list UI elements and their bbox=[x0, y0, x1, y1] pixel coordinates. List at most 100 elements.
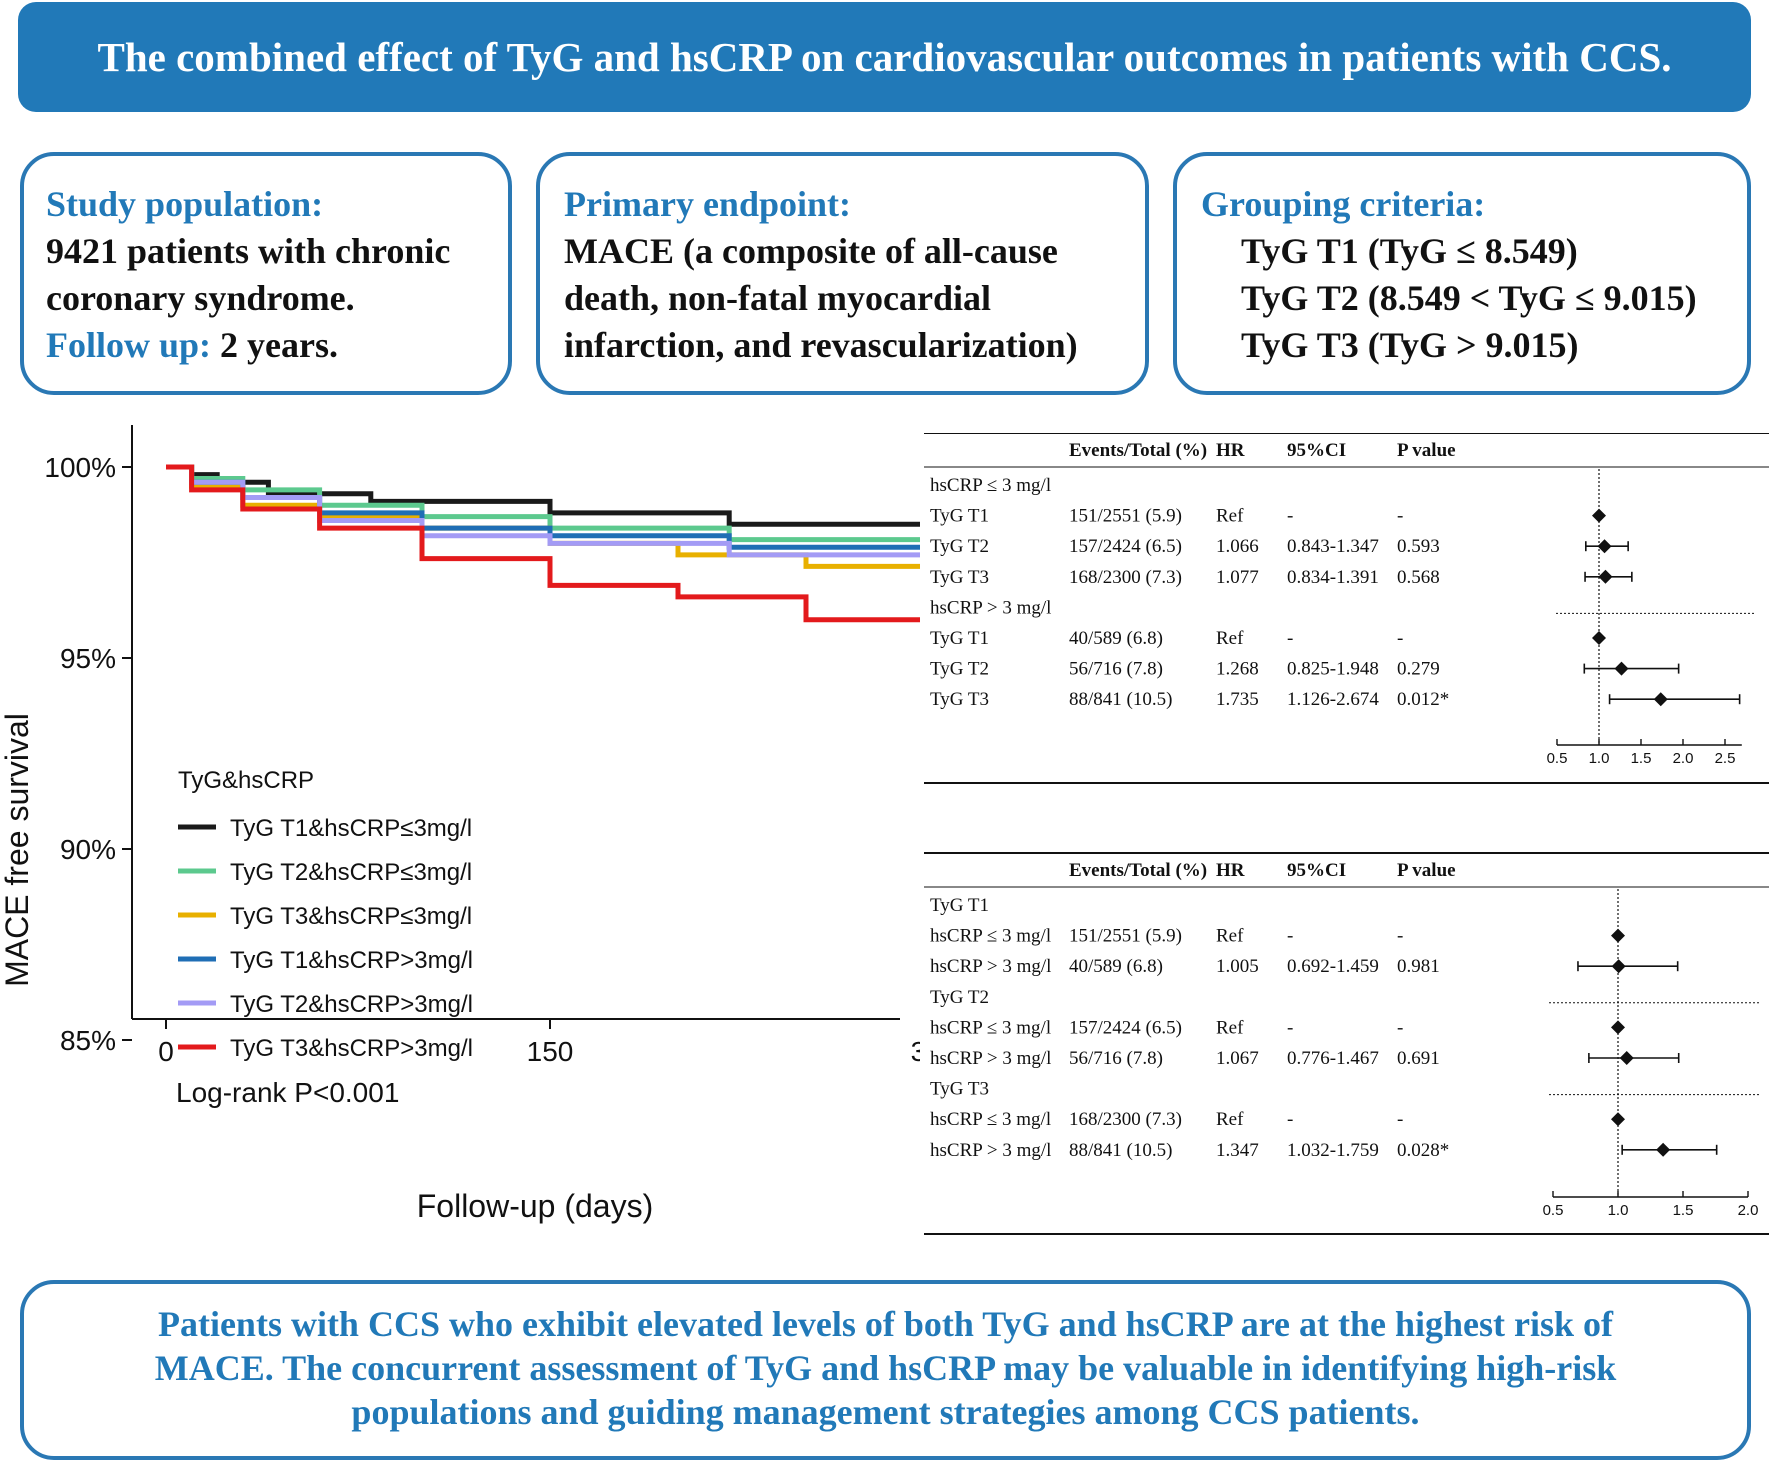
row-label: TyG T1 bbox=[930, 628, 989, 649]
km-legend-label: TyG T2&hsCRP≤3mg/l bbox=[230, 859, 472, 886]
hr-diamond bbox=[1619, 1051, 1634, 1065]
row-hr: Ref bbox=[1216, 628, 1244, 649]
row-hr: 1.066 bbox=[1216, 536, 1259, 557]
row-events: 88/841 (10.5) bbox=[1069, 689, 1172, 710]
conclusion-line3: populations and guiding management strat… bbox=[351, 1392, 1420, 1432]
row-label: hsCRP ≤ 3 mg/l bbox=[930, 475, 1051, 496]
forest-x-tick-label: 2.0 bbox=[1738, 1202, 1759, 1219]
km-legend-label: TyG T3&hsCRP≤3mg/l bbox=[230, 903, 472, 930]
primary-endpoint-box: Primary endpoint: MACE (a composite of a… bbox=[536, 152, 1149, 395]
forest-table-by-hscrp: Events/Total (%) HR 95%CI P value hsCRP ≤ 3 … bbox=[924, 433, 1769, 784]
row-hr: 1.077 bbox=[1216, 567, 1259, 588]
col-header-hr: HR bbox=[1216, 440, 1245, 461]
row-events: 157/2424 (6.5) bbox=[1069, 536, 1182, 557]
follow-up-value: 2 years. bbox=[211, 325, 338, 365]
row-events: 157/2424 (6.5) bbox=[1069, 1017, 1182, 1038]
row-ci: 0.834-1.391 bbox=[1287, 567, 1379, 588]
row-label: hsCRP > 3 mg/l bbox=[930, 956, 1051, 977]
follow-up-line: Follow up: 2 years. bbox=[46, 322, 488, 369]
km-x-tick-label: 300 bbox=[911, 1036, 920, 1067]
row-hr: 1.347 bbox=[1216, 1140, 1259, 1161]
row-events: 168/2300 (7.3) bbox=[1069, 567, 1182, 588]
forest-x-tick-label: 1.0 bbox=[1589, 750, 1610, 767]
row-events: 56/716 (7.8) bbox=[1069, 659, 1163, 680]
hr-diamond bbox=[1611, 928, 1625, 943]
row-p: - bbox=[1397, 1017, 1403, 1038]
hr-diamond bbox=[1611, 959, 1626, 974]
row-label: hsCRP ≤ 3 mg/l bbox=[930, 1017, 1051, 1038]
km-series-line bbox=[166, 464, 920, 623]
km-y-tick-label: 100% bbox=[44, 452, 116, 483]
row-p: - bbox=[1397, 506, 1403, 527]
km-y-axis-label: MACE free survival bbox=[0, 713, 35, 987]
col-header-p: P value bbox=[1397, 440, 1456, 461]
row-ci: 1.126-2.674 bbox=[1287, 689, 1379, 710]
hr-diamond bbox=[1656, 1142, 1671, 1157]
km-legend-title: TyG&hsCRP bbox=[178, 767, 314, 794]
conclusion-box: Patients with CCS who exhibit elevated l… bbox=[20, 1280, 1751, 1460]
row-hr: 1.067 bbox=[1216, 1048, 1259, 1069]
follow-up-label: Follow up: bbox=[46, 325, 212, 365]
row-label: TyG T2 bbox=[930, 536, 989, 557]
banner-title: The combined effect of TyG and hsCRP on … bbox=[97, 34, 1672, 80]
row-p: 0.012* bbox=[1397, 689, 1449, 710]
row-p: 0.691 bbox=[1397, 1048, 1440, 1069]
grouping-t2: TyG T2 (8.549 < TyG ≤ 9.015) bbox=[1241, 278, 1697, 318]
row-ci: - bbox=[1287, 628, 1293, 649]
row-ci: - bbox=[1287, 1017, 1293, 1038]
col-header-events: Events/Total (%) bbox=[1069, 440, 1207, 461]
conclusion-line1: Patients with CCS who exhibit elevated l… bbox=[157, 1304, 1614, 1344]
hr-diamond bbox=[1598, 569, 1613, 584]
row-label: TyG T1 bbox=[930, 506, 989, 527]
km-legend-label: TyG T3&hsCRP>3mg/l bbox=[230, 1035, 473, 1062]
hr-diamond bbox=[1597, 539, 1612, 554]
row-ci: 0.843-1.347 bbox=[1287, 536, 1379, 557]
row-label: hsCRP > 3 mg/l bbox=[930, 597, 1051, 618]
row-label: TyG T1 bbox=[930, 895, 989, 916]
row-p: 0.028* bbox=[1397, 1140, 1449, 1161]
grouping-t1: TyG T1 (TyG ≤ 8.549) bbox=[1241, 231, 1578, 271]
forest-x-tick-label: 0.5 bbox=[1543, 1202, 1564, 1219]
forest-x-tick-label: 2.0 bbox=[1673, 750, 1694, 767]
row-p: 0.981 bbox=[1397, 956, 1440, 977]
grouping-heading: Grouping criteria: bbox=[1201, 184, 1486, 224]
row-ci: 0.825-1.948 bbox=[1287, 659, 1379, 680]
row-label: TyG T3 bbox=[930, 567, 989, 588]
row-ci: 0.776-1.467 bbox=[1287, 1048, 1379, 1069]
row-label: hsCRP > 3 mg/l bbox=[930, 1140, 1051, 1161]
km-logrank-text: Log-rank P<0.001 bbox=[176, 1077, 399, 1108]
km-y-tick-label: 85% bbox=[60, 1025, 116, 1056]
endpoint-line2: death, non-fatal myocardial bbox=[564, 278, 991, 318]
km-x-tick-label: 150 bbox=[527, 1036, 574, 1067]
col-header-ci: 95%CI bbox=[1287, 440, 1346, 461]
title-banner: The combined effect of TyG and hsCRP on … bbox=[18, 2, 1751, 112]
row-events: 151/2551 (5.9) bbox=[1069, 506, 1182, 527]
row-label: TyG T3 bbox=[930, 1079, 989, 1100]
col-header-hr: HR bbox=[1216, 860, 1245, 881]
row-label: TyG T2 bbox=[930, 987, 989, 1008]
row-events: 40/589 (6.8) bbox=[1069, 956, 1163, 977]
forest-x-tick-label: 1.5 bbox=[1631, 750, 1652, 767]
endpoint-line1: MACE (a composite of all-cause bbox=[564, 231, 1058, 271]
row-hr: Ref bbox=[1216, 1017, 1244, 1038]
study-heading: Study population: bbox=[46, 184, 324, 224]
grouping-criteria-box: Grouping criteria: TyG T1 (TyG ≤ 8.549) … bbox=[1173, 152, 1751, 395]
km-legend-label: TyG T2&hsCRP>3mg/l bbox=[230, 991, 473, 1018]
km-x-axis-label: Follow-up (days) bbox=[417, 1188, 654, 1224]
hr-diamond bbox=[1614, 661, 1629, 676]
study-population-box: Study population: 9421 patients with chr… bbox=[20, 152, 512, 395]
row-events: 168/2300 (7.3) bbox=[1069, 1109, 1182, 1130]
km-y-tick-label: 90% bbox=[60, 834, 116, 865]
row-label: hsCRP ≤ 3 mg/l bbox=[930, 1109, 1051, 1130]
row-label: hsCRP ≤ 3 mg/l bbox=[930, 926, 1051, 947]
km-y-tick-label: 95% bbox=[60, 643, 116, 674]
forest-table-by-tyg: Events/Total (%) HR 95%CI P value TyG T1 hsCR… bbox=[924, 852, 1769, 1235]
hr-diamond bbox=[1592, 631, 1606, 645]
hr-diamond bbox=[1611, 1020, 1625, 1035]
row-hr: 1.005 bbox=[1216, 956, 1259, 977]
endpoint-line3: infarction, and revascularization) bbox=[564, 325, 1078, 365]
row-events: 40/589 (6.8) bbox=[1069, 628, 1163, 649]
forest-x-tick-label: 1.5 bbox=[1673, 1202, 1694, 1219]
row-label: TyG T2 bbox=[930, 659, 989, 680]
col-header-ci: 95%CI bbox=[1287, 860, 1346, 881]
